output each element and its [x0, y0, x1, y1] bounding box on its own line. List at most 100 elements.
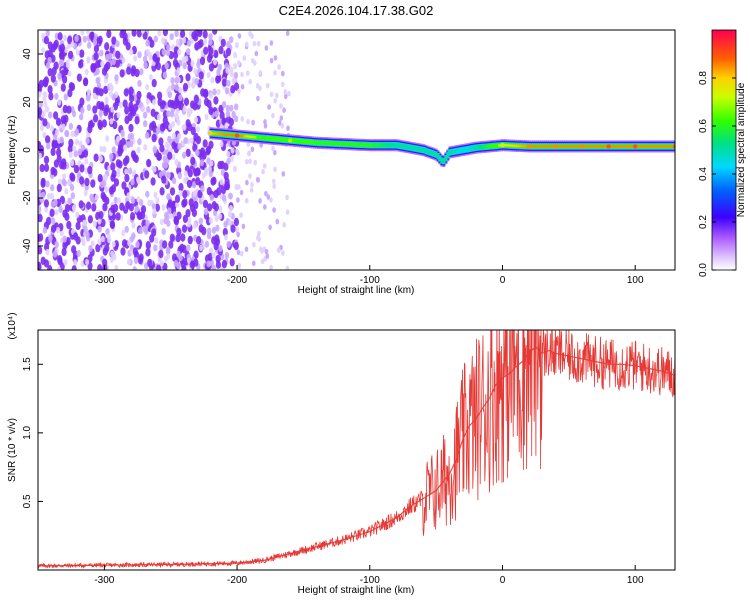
- noise-speckle: [53, 111, 59, 120]
- colorbar-tick-label: 0.6: [698, 119, 709, 133]
- noise-speckle: [41, 110, 46, 117]
- ridge-segment: [321, 140, 324, 146]
- noise-speckle: [194, 42, 200, 51]
- noise-speckle: [56, 226, 61, 234]
- noise-speckle: [193, 250, 199, 259]
- noise-speckle: [86, 104, 92, 112]
- ridge-segment: [330, 141, 334, 146]
- noise-speckle: [215, 224, 220, 232]
- noise-speckle: [235, 148, 239, 154]
- noise-speckle: [102, 146, 107, 153]
- noise-speckle: [47, 49, 53, 58]
- noise-speckle: [121, 229, 126, 237]
- ridge-segment: [601, 145, 605, 148]
- noise-speckle: [63, 67, 69, 76]
- x-tick-label: 100: [627, 275, 644, 286]
- noise-speckle: [136, 30, 142, 38]
- noise-speckle: [76, 73, 82, 82]
- noise-speckle: [190, 156, 196, 166]
- noise-speckle: [121, 57, 126, 64]
- noise-speckle: [110, 162, 116, 171]
- noise-speckle: [248, 173, 252, 179]
- noise-speckle: [263, 204, 267, 210]
- ridge-segment: [291, 138, 295, 143]
- noise-speckle: [226, 151, 231, 158]
- noise-speckle: [47, 41, 53, 50]
- noise-speckle: [41, 32, 46, 40]
- noise-speckle: [209, 194, 214, 201]
- noise-speckle: [253, 159, 257, 166]
- noise-speckle: [124, 155, 130, 164]
- noise-speckle: [218, 213, 222, 220]
- noise-speckle: [214, 215, 219, 222]
- ridge-segment: [384, 143, 388, 148]
- ridge-segment: [249, 135, 253, 138]
- noise-speckle: [250, 181, 254, 188]
- ridge-segment: [534, 145, 537, 148]
- noise-speckle: [215, 254, 221, 264]
- noise-speckle: [237, 33, 242, 39]
- noise-speckle: [218, 45, 224, 55]
- noise-speckle: [161, 175, 167, 184]
- noise-speckle: [169, 212, 173, 220]
- noise-speckle: [118, 145, 124, 154]
- noise-speckle: [236, 249, 241, 256]
- noise-speckle: [162, 240, 168, 249]
- noise-speckle: [110, 106, 115, 113]
- noise-speckle: [193, 258, 199, 267]
- noise-speckle: [224, 177, 230, 187]
- ridge-segment: [547, 145, 551, 148]
- noise-speckle: [116, 197, 121, 204]
- noise-speckle: [234, 226, 239, 233]
- ridge-segment: [227, 133, 231, 136]
- noise-speckle: [127, 239, 132, 247]
- noise-speckle: [39, 124, 44, 131]
- noise-speckle: [199, 244, 204, 252]
- noise-speckle: [152, 166, 157, 173]
- ridge-segment: [307, 139, 311, 145]
- ridge-segment: [617, 145, 621, 148]
- ridge-segment: [277, 137, 281, 142]
- noise-speckle: [42, 95, 47, 102]
- noise-speckle: [119, 30, 125, 39]
- ridge-segment: [323, 140, 326, 146]
- noise-speckle: [70, 41, 75, 48]
- ridge-segment: [454, 149, 458, 154]
- noise-speckle: [197, 189, 203, 199]
- noise-speckle: [265, 82, 270, 89]
- noise-speckle: [237, 88, 241, 95]
- noise-speckle: [268, 224, 272, 231]
- noise-speckle: [124, 106, 130, 115]
- ridge-segment: [432, 151, 436, 156]
- noise-speckle: [213, 49, 219, 59]
- ridge-segment: [645, 145, 649, 148]
- ridge-segment: [279, 137, 283, 142]
- noise-speckle: [155, 127, 161, 135]
- noise-speckle: [95, 243, 101, 253]
- noise-speckle: [79, 164, 85, 173]
- noise-speckle: [159, 144, 165, 153]
- noise-speckle: [97, 174, 103, 183]
- noise-speckle: [108, 186, 115, 195]
- noise-speckle: [249, 187, 254, 193]
- noise-speckle: [206, 71, 211, 79]
- ridge-segment: [543, 145, 547, 148]
- y-tick-label: -40: [22, 238, 33, 253]
- noise-speckle: [100, 60, 105, 68]
- noise-speckle: [78, 200, 84, 209]
- noise-speckle: [105, 135, 110, 142]
- noise-speckle: [280, 81, 285, 88]
- noise-speckle: [193, 200, 199, 210]
- ridge-segment: [299, 139, 303, 144]
- noise-speckle: [151, 228, 157, 237]
- noise-speckle: [141, 105, 146, 112]
- ridge-segment: [478, 145, 482, 150]
- ridge-segment: [364, 142, 368, 148]
- noise-speckle: [178, 38, 183, 46]
- noise-speckle: [178, 94, 183, 102]
- noise-speckle: [196, 236, 202, 245]
- ridge-segment: [332, 141, 336, 146]
- noise-speckle: [83, 189, 88, 197]
- ridge-segment: [404, 144, 408, 150]
- ridge-segment: [661, 145, 665, 148]
